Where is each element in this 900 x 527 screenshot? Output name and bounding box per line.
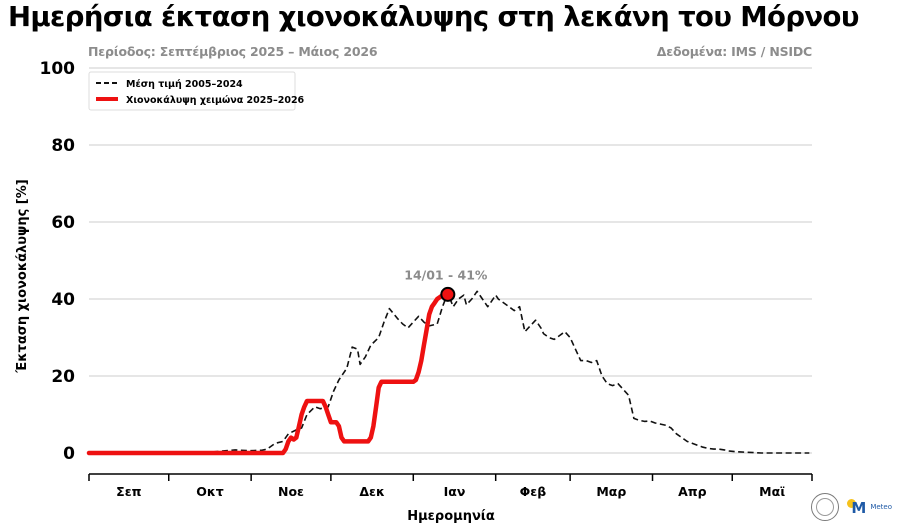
y-gridlines xyxy=(89,67,812,454)
y-axis-ticks: 0 20 40 60 80 100 xyxy=(40,59,76,464)
meteo-logo: M Meteo xyxy=(847,499,892,516)
y-tick-label-0: 0 xyxy=(63,444,75,464)
chart-legend: Μέση τιμή 2005–2024 Χιονοκάλυψη χειμώνα … xyxy=(88,71,305,111)
x-axis: Σεπ Οκτ Νοε Δεκ Ιαν Φεβ Μαρ Απρ Μαϊ xyxy=(88,473,813,499)
month-label-8: Μαϊ xyxy=(759,484,785,499)
annotation: 14/01 - 41% xyxy=(404,267,488,302)
y-axis-label: Έκταση χιονοκάλυψης [%] xyxy=(15,179,30,373)
latest-value-marker xyxy=(440,286,456,302)
footer-logos: M Meteo xyxy=(811,493,892,521)
legend-label-current: Χιονοκάλυψη χειμώνα 2025–2026 xyxy=(126,95,305,106)
university-seal-logo xyxy=(811,493,840,521)
month-label-0: Σεπ xyxy=(116,484,141,499)
y-tick-label-80: 80 xyxy=(51,136,75,156)
chart-title: Ημερήσια έκταση χιονοκάλυψης στη λεκάνη … xyxy=(8,1,859,33)
y-tick-label-40: 40 xyxy=(51,290,75,310)
y-tick-label-20: 20 xyxy=(51,367,75,387)
chart-subtitle-period: Περίοδος: Σεπτέμβριος 2025 – Μάιος 2026 xyxy=(88,44,378,59)
month-label-6: Μαρ xyxy=(596,484,626,499)
meteo-sun-icon: M xyxy=(847,499,867,516)
month-label-2: Νοε xyxy=(278,484,304,499)
y-tick-label-100: 100 xyxy=(40,59,76,79)
series-line-winter-2025-2026 xyxy=(86,292,451,456)
month-label-3: Δεκ xyxy=(359,484,385,499)
latest-value-label: 14/01 - 41% xyxy=(404,267,488,282)
data-source-label: Δεδομένα: IMS / NSIDC xyxy=(656,44,812,59)
month-label-5: Φεβ xyxy=(520,484,547,499)
month-label-7: Απρ xyxy=(678,484,707,499)
meteo-logo-label: Meteo xyxy=(870,503,892,511)
y-tick-label-60: 60 xyxy=(51,213,75,233)
data-series xyxy=(86,290,810,456)
series-line-mean-2005-2024 xyxy=(89,290,810,454)
month-label-4: Ιαν xyxy=(444,484,466,499)
month-label-1: Οκτ xyxy=(196,484,224,499)
x-axis-label: Ημερομηνία xyxy=(407,509,495,524)
legend-label-mean: Μέση τιμή 2005–2024 xyxy=(126,79,243,90)
